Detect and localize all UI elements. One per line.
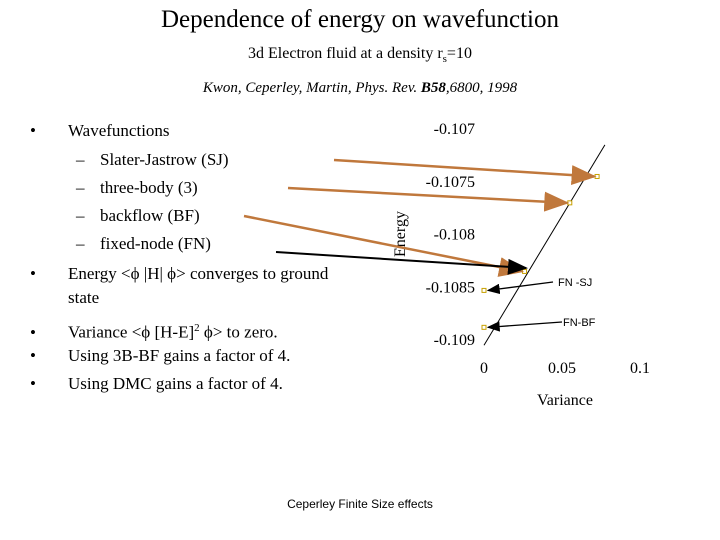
y-tick-label: -0.108	[434, 227, 475, 244]
data-point-fn-bf	[481, 324, 487, 330]
subtitle-subscript: s	[442, 53, 447, 66]
bullet-dot: •	[30, 374, 36, 393]
sub-bullet-text: three-body (3)	[100, 178, 198, 197]
x-tick-label: 0	[480, 360, 488, 377]
x-tick-label: 0.1	[630, 360, 650, 377]
annotation-fn-bf: FN-BF	[563, 317, 596, 329]
citation-volume: B58	[420, 80, 446, 96]
bullet-dot: •	[30, 121, 36, 140]
slide-subtitle: 3d Electron fluid at a density rs=10	[0, 45, 720, 65]
y-tick-label: -0.1075	[426, 174, 475, 191]
bullet-dot: •	[30, 346, 36, 365]
bullet-3b-bf: • Using 3B-BF gains a factor of 4.	[30, 346, 290, 366]
sub-bullet-dash: –	[76, 178, 85, 197]
data-point-3	[567, 200, 573, 206]
bullet-dmc: • Using DMC gains a factor of 4.	[30, 374, 283, 394]
bullet-energy: • Energy <ϕ |H| ϕ> converges to ground	[30, 264, 328, 284]
y-tick-label: -0.1085	[426, 279, 475, 296]
sub-bullet-sj: – Slater-Jastrow (SJ)	[76, 150, 229, 170]
bullet-text: Wavefunctions	[68, 121, 170, 140]
sub-bullet-fixed-node: – fixed-node (FN)	[76, 234, 211, 254]
x-axis-title: Variance	[537, 392, 593, 409]
arrow-backflow	[243, 214, 525, 277]
bullet-dot: •	[30, 322, 36, 342]
sub-bullet-text: Slater-Jastrow (SJ)	[100, 150, 229, 169]
data-point-bf	[522, 268, 528, 274]
y-tick-label: -0.109	[434, 332, 475, 349]
sub-bullet-three-body: – three-body (3)	[76, 178, 198, 198]
bullet-text-pre: Variance <ϕ [H-E]	[68, 322, 195, 342]
bullet-superscript: 2	[194, 322, 200, 334]
citation: Kwon, Ceperley, Martin, Phys. Rev. B58,6…	[0, 80, 720, 97]
bullet-text: Energy <ϕ |H| ϕ> converges to ground	[68, 264, 329, 283]
bullet-text-post: ϕ> to zero.	[199, 322, 278, 342]
arrow-fn-sj	[486, 281, 554, 295]
x-tick-label: 0.05	[548, 360, 576, 377]
subtitle-end: =10	[446, 45, 472, 62]
sub-bullet-text: fixed-node (FN)	[100, 234, 211, 253]
slide-title: Dependence of energy on wavefunction	[161, 6, 559, 33]
arrow-sj	[333, 158, 597, 186]
bullet-text: Using DMC gains a factor of 4.	[68, 374, 283, 393]
sub-bullet-text: backflow (BF)	[100, 206, 200, 225]
bullet-energy-continuation: state	[68, 288, 100, 307]
arrow-fixed-node	[275, 251, 528, 275]
arrow-three-body	[287, 186, 570, 212]
citation-pre: Kwon, Ceperley, Martin, Phys. Rev.	[202, 80, 421, 96]
data-point-fn-sj	[481, 287, 487, 293]
arrow-fn-bf	[486, 321, 563, 332]
sub-bullet-dash: –	[76, 206, 85, 225]
annotation-fn-sj: FN -SJ	[558, 277, 592, 289]
y-axis-title: Energy	[392, 211, 409, 257]
sub-bullet-dash: –	[76, 150, 85, 169]
y-tick-label: -0.107	[434, 121, 475, 138]
subtitle-main: 3d Electron fluid at a density r	[248, 45, 443, 62]
sub-bullet-backflow: – backflow (BF)	[76, 206, 200, 226]
data-point-sj	[594, 173, 600, 179]
sub-bullet-dash: –	[76, 234, 85, 253]
footer: Ceperley Finite Size effects	[287, 497, 433, 511]
bullet-wavefunctions: • Wavefunctions	[30, 121, 170, 141]
citation-post: ,6800, 1998	[445, 80, 518, 96]
bullet-text: Using 3B-BF gains a factor of 4.	[68, 346, 291, 365]
bullet-dot: •	[30, 264, 36, 283]
bullet-variance: • Variance <ϕ [H-E]2 ϕ> to zero.	[30, 318, 278, 343]
